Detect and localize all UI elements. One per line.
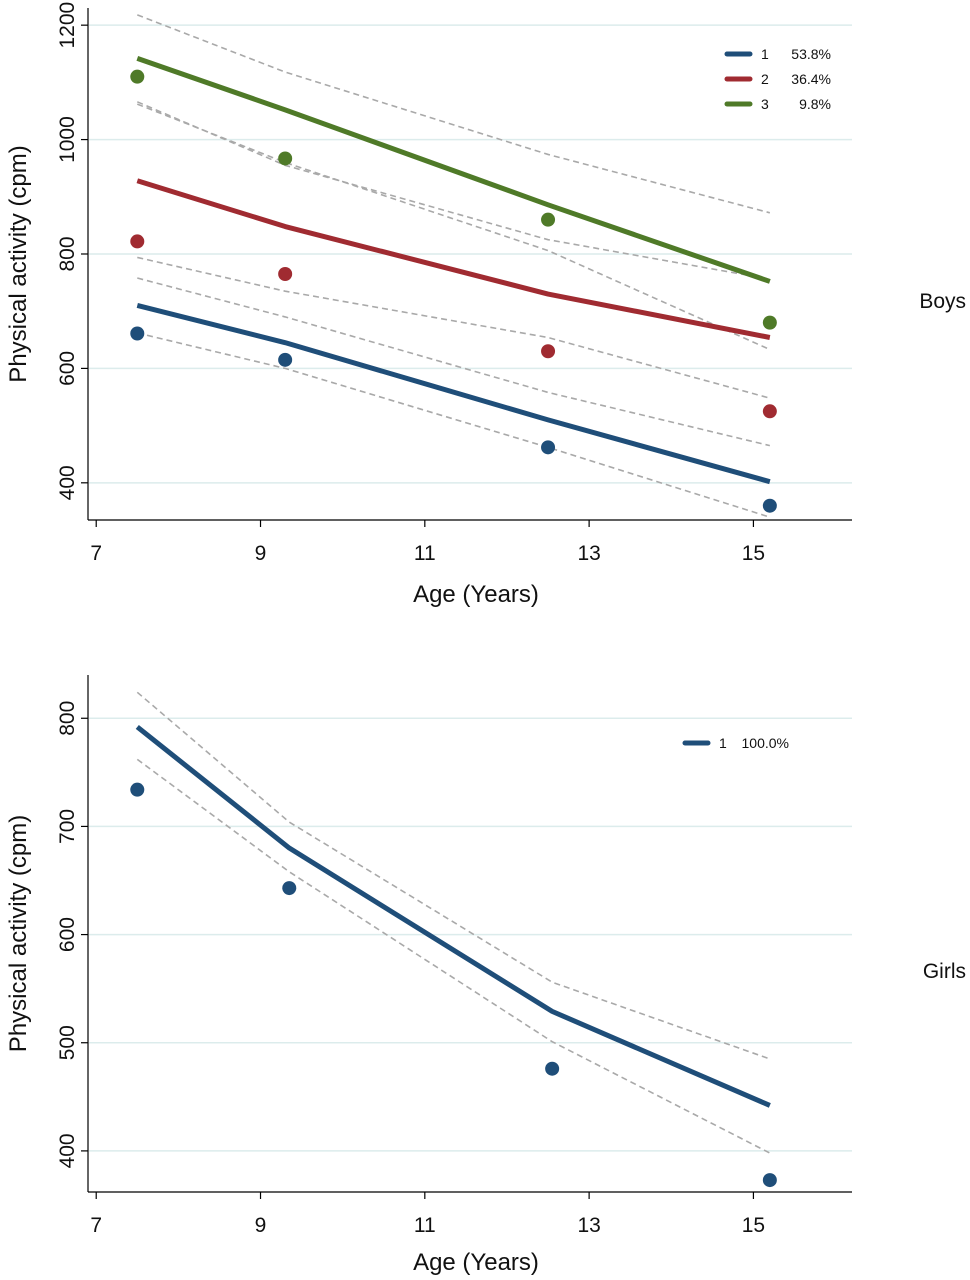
y-tick-label: 500	[56, 1025, 79, 1060]
legend-group: 1	[761, 46, 769, 62]
observed-point	[130, 234, 145, 249]
y-tick-label: 800	[56, 701, 79, 736]
observed-point	[541, 212, 556, 227]
x-tick-label: 7	[90, 1214, 102, 1237]
y-tick-label: 400	[56, 1133, 79, 1168]
x-tick-label: 13	[577, 542, 600, 565]
legend: 1 53.8% 2 36.4% 3 9.8%	[724, 46, 831, 112]
x-tick-label: 11	[414, 542, 436, 565]
y-tick-label: 600	[56, 351, 79, 386]
observed-point	[282, 881, 297, 896]
x-tick-label: 15	[742, 1214, 765, 1237]
observed-point	[762, 315, 777, 330]
x-tick-label: 9	[255, 1214, 267, 1237]
y-axis-title: Physical activity (cpm)	[5, 145, 32, 382]
x-tick-label: 7	[90, 542, 102, 565]
y-tick-label: 1000	[56, 116, 79, 163]
series-3	[130, 14, 777, 330]
observed-point	[541, 344, 556, 359]
trajectory-line	[135, 724, 771, 1108]
ci-upper-line	[136, 103, 771, 351]
observed-point	[130, 782, 145, 797]
ci-lower-line	[136, 758, 771, 1154]
y-tick-label: 1200	[56, 2, 79, 49]
legend-share: 9.8%	[799, 96, 831, 112]
observed-point	[762, 498, 777, 513]
observed-point	[762, 404, 777, 419]
legend-group: 2	[761, 71, 769, 87]
trajectory-line	[136, 178, 771, 340]
observed-point	[278, 352, 293, 367]
observed-point	[278, 151, 293, 166]
series-1	[130, 691, 777, 1188]
y-tick-label: 600	[56, 917, 79, 952]
ci-lower-line	[137, 256, 771, 399]
x-tick-label: 9	[255, 542, 267, 565]
y-tick-label: 400	[56, 465, 79, 500]
legend-group: 1	[719, 735, 727, 751]
observed-point	[545, 1061, 560, 1076]
y-tick-label: 800	[56, 236, 79, 271]
trajectory-line	[136, 303, 771, 485]
x-tick-label: 11	[414, 1214, 436, 1237]
x-tick-label: 13	[577, 1214, 600, 1237]
observed-point	[130, 326, 145, 341]
legend-group: 3	[761, 96, 769, 112]
panel-label: Boys	[919, 290, 966, 313]
y-tick-label: 700	[56, 809, 79, 844]
legend-share: 36.4%	[791, 71, 831, 87]
y-axis-title: Physical activity (cpm)	[5, 815, 32, 1052]
legend-share: 53.8%	[791, 46, 831, 62]
chart-panel-2: 400 500 600 700 800 7 9 11 13 15 Age (Years) Physic…	[5, 675, 966, 1276]
panel-label: Girls	[923, 960, 966, 983]
x-axis-title: Age (Years)	[413, 581, 539, 608]
ci-upper-line	[137, 14, 771, 214]
observed-point	[541, 440, 556, 455]
series-2	[130, 103, 777, 419]
ci-lower-line	[137, 332, 771, 518]
legend-share: 100.0%	[742, 735, 789, 751]
observed-point	[130, 69, 145, 84]
ci-lower-line	[136, 101, 770, 280]
ci-upper-line	[136, 691, 771, 1060]
trajectory-line	[136, 55, 771, 284]
observed-point	[762, 1173, 777, 1188]
x-axis-title: Age (Years)	[413, 1249, 539, 1276]
legend: 1 100.0%	[682, 735, 789, 751]
ci-upper-line	[137, 277, 771, 447]
x-tick-label: 15	[742, 542, 765, 565]
series-1	[130, 277, 777, 518]
observed-point	[278, 267, 293, 282]
